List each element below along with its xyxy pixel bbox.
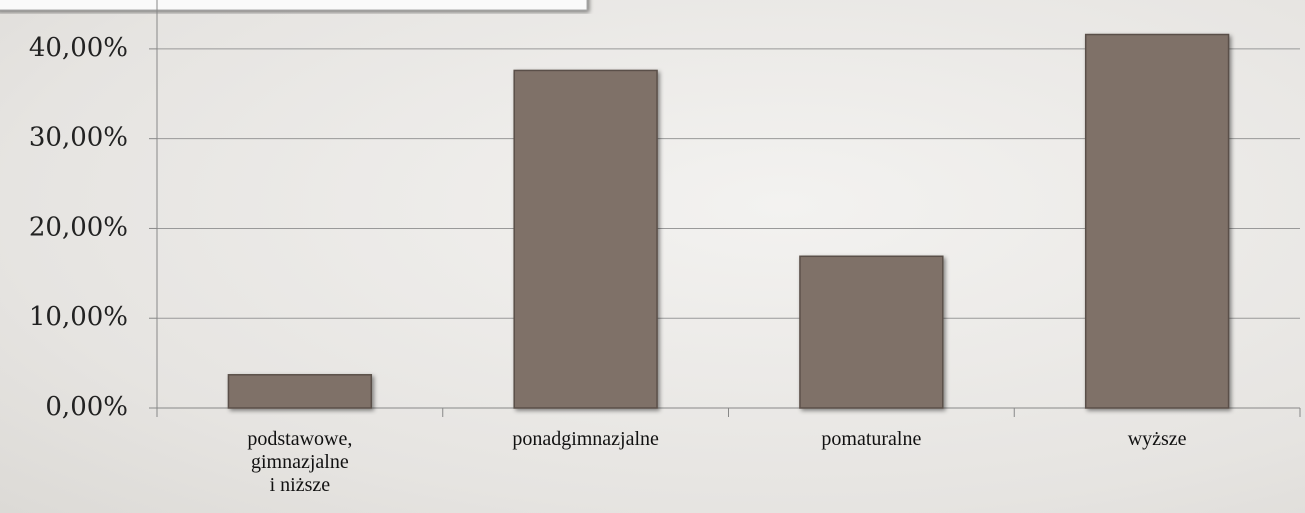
- bar: [1084, 33, 1230, 409]
- y-tick-label: 20,00%: [29, 212, 128, 242]
- bar: [799, 255, 944, 409]
- x-tick-label: ponadgimnazjalne: [512, 428, 659, 450]
- y-tick-label: 30,00%: [29, 123, 128, 153]
- y-tick-label: 0,00%: [45, 392, 128, 422]
- header-box: [0, 0, 588, 11]
- x-tick-label: podstawowe, gimnazjalne i niższe: [247, 428, 353, 496]
- x-tick-label: wyższe: [1127, 428, 1187, 450]
- bar: [513, 69, 658, 409]
- y-tick-label: 10,00%: [29, 302, 128, 332]
- bar: [227, 374, 373, 409]
- y-tick-label: 40,00%: [29, 33, 128, 63]
- x-tick-label: pomaturalne: [821, 428, 922, 450]
